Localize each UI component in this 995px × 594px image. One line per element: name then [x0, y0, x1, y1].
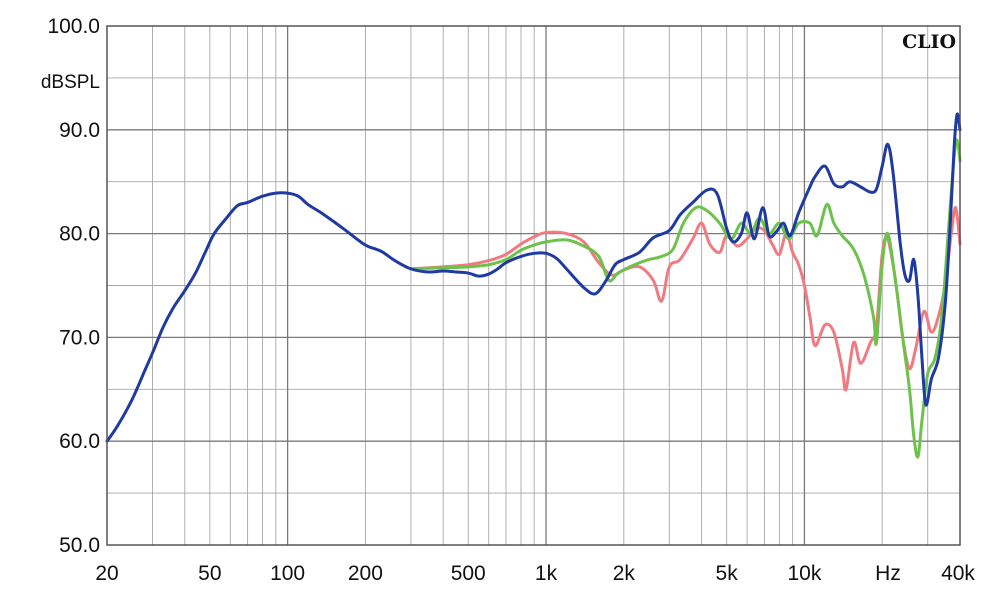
- y-axis-unit-label: dBSPL: [41, 72, 100, 93]
- brand-logo: CLIO: [902, 31, 956, 53]
- x-tick-labels: 20 50 100 200 500 1k 2k 5k 10k 40k: [95, 562, 975, 585]
- y-tick-label: 100.0: [47, 15, 100, 38]
- plot-frame: [106, 25, 961, 546]
- x-axis-unit-label: Hz: [875, 562, 901, 585]
- y-tick-labels: 100.0 90.0 80.0 70.0 60.0 50.0: [47, 15, 100, 557]
- x-tick-label: 200: [348, 562, 383, 585]
- grid-minor: [107, 26, 960, 545]
- x-tick-label: 10k: [787, 562, 821, 585]
- x-tick-label: 1k: [535, 562, 558, 585]
- x-tick-label: 5k: [716, 562, 739, 585]
- y-tick-label: 50.0: [59, 534, 100, 557]
- x-tick-label: 100: [270, 562, 305, 585]
- y-tick-label: 60.0: [59, 430, 100, 453]
- x-tick-label: 50: [198, 562, 221, 585]
- x-tick-label: 40k: [941, 562, 975, 585]
- y-tick-label: 80.0: [59, 223, 100, 246]
- x-tick-label: 500: [451, 562, 486, 585]
- series-line-3: [105, 112, 962, 443]
- series-layer: [105, 112, 962, 459]
- x-tick-label: 2k: [613, 562, 636, 585]
- x-tick-label: 20: [95, 562, 118, 585]
- y-tick-label: 70.0: [59, 326, 100, 349]
- y-tick-label: 90.0: [59, 119, 100, 142]
